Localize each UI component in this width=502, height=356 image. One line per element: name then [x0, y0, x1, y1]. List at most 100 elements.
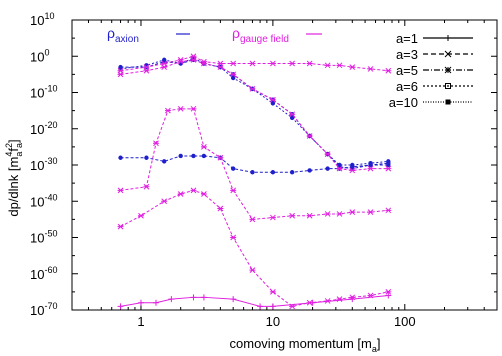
- data-point: [153, 141, 159, 146]
- data-point: [349, 65, 355, 70]
- y-tick-label: 1010: [30, 11, 54, 28]
- data-point: [337, 211, 343, 216]
- data-point: [190, 294, 196, 300]
- data-point: [325, 166, 329, 170]
- data-point: [230, 296, 236, 302]
- series-line: [121, 190, 389, 306]
- data-point: [270, 289, 276, 294]
- annotation-gauge-sub: gauge field: [240, 34, 289, 45]
- series-7: [118, 188, 392, 309]
- data-point: [230, 188, 236, 193]
- data-point: [290, 170, 294, 174]
- legend-label: a=10: [389, 95, 418, 110]
- data-point: [217, 206, 223, 211]
- data-point: [270, 215, 276, 220]
- annotation-axion-rho: ρ: [107, 25, 115, 41]
- data-point: [118, 72, 124, 77]
- data-point: [325, 63, 331, 68]
- data-point: [249, 217, 255, 222]
- legend-marker: [446, 100, 451, 105]
- data-point: [230, 235, 236, 240]
- legend-label: a=5: [396, 63, 418, 78]
- svg-text:ρgauge field: ρgauge field: [232, 25, 289, 45]
- legend-marker: [445, 35, 451, 41]
- data-point: [138, 300, 144, 306]
- data-point: [385, 208, 391, 213]
- series-5: [118, 57, 392, 173]
- series-4: [118, 54, 392, 74]
- series-line: [121, 58, 389, 165]
- data-point: [250, 170, 254, 174]
- annotation-gauge-rho: ρ: [232, 25, 240, 41]
- y-tick-label: 10-70: [30, 301, 57, 318]
- data-point: [191, 154, 195, 158]
- y-tick-label: 100: [30, 47, 49, 64]
- data-point: [138, 213, 144, 218]
- data-point: [168, 296, 174, 302]
- x-label-tail: ]: [377, 336, 381, 351]
- y-tick-label: 10-20: [30, 120, 57, 137]
- data-point: [270, 61, 276, 66]
- x-tick-label: 100: [394, 314, 416, 329]
- legend-label: a=6: [396, 79, 418, 94]
- legend-entry: a=3: [396, 47, 473, 62]
- svg-text:ρaxion: ρaxion: [107, 25, 139, 45]
- data-point: [231, 166, 235, 170]
- series-line: [121, 60, 389, 169]
- data-point: [118, 188, 124, 193]
- x-axis-label: comoving momentum [ma]: [230, 336, 381, 354]
- data-point: [118, 224, 124, 229]
- data-point: [178, 154, 182, 158]
- data-point: [153, 300, 159, 306]
- annotation-axion-sub: axion: [115, 34, 139, 45]
- data-point: [161, 65, 167, 70]
- data-point: [144, 156, 148, 160]
- data-point: [270, 303, 276, 309]
- data-point: [386, 161, 390, 165]
- data-point: [325, 211, 331, 216]
- data-point: [257, 303, 263, 309]
- y-tick-label: 10-60: [30, 265, 57, 282]
- legend-entry: a=10: [389, 95, 473, 110]
- series-line: [121, 109, 389, 220]
- data-point: [202, 154, 206, 158]
- series-line: [121, 156, 389, 172]
- data-point: [349, 210, 355, 215]
- data-point: [368, 66, 374, 71]
- data-point: [201, 192, 207, 197]
- data-point: [337, 63, 343, 68]
- data-point: [307, 213, 313, 218]
- annotation-gauge: ρgauge field: [232, 25, 322, 45]
- data-point: [307, 61, 313, 66]
- data-point: [161, 199, 167, 204]
- y-tick-label: 10-50: [30, 229, 57, 246]
- data-point: [310, 300, 316, 306]
- series-line: [121, 296, 389, 307]
- data-point: [249, 268, 255, 273]
- data-point: [307, 168, 311, 172]
- series-line: [121, 60, 389, 171]
- y-tick-label: 10-30: [30, 156, 57, 173]
- legend-entry: a=1: [396, 31, 473, 46]
- x-tick-label: 1: [137, 314, 144, 329]
- x-label-main: comoving momentum [m: [230, 336, 372, 351]
- series-2: [118, 56, 390, 167]
- data-point: [249, 61, 255, 66]
- y-label-part: dp/dlnk [m: [6, 157, 21, 217]
- data-point: [190, 188, 196, 193]
- legend-label: a=1: [396, 31, 418, 46]
- data-point: [289, 61, 295, 66]
- data-point: [178, 192, 184, 197]
- data-point: [368, 210, 374, 215]
- data-point: [201, 294, 207, 300]
- annotation-axion: ρaxion: [107, 25, 190, 45]
- y-axis-ticks: 101010010-1010-2010-3010-4010-5010-6010-…: [30, 11, 497, 318]
- series-3: [118, 154, 390, 175]
- data-point: [271, 170, 275, 174]
- legend-label: a=3: [396, 47, 418, 62]
- y-tick-label: 10-10: [30, 84, 57, 101]
- data-point: [118, 303, 124, 309]
- y-label-close: ]: [6, 139, 21, 143]
- data-point: [178, 106, 184, 111]
